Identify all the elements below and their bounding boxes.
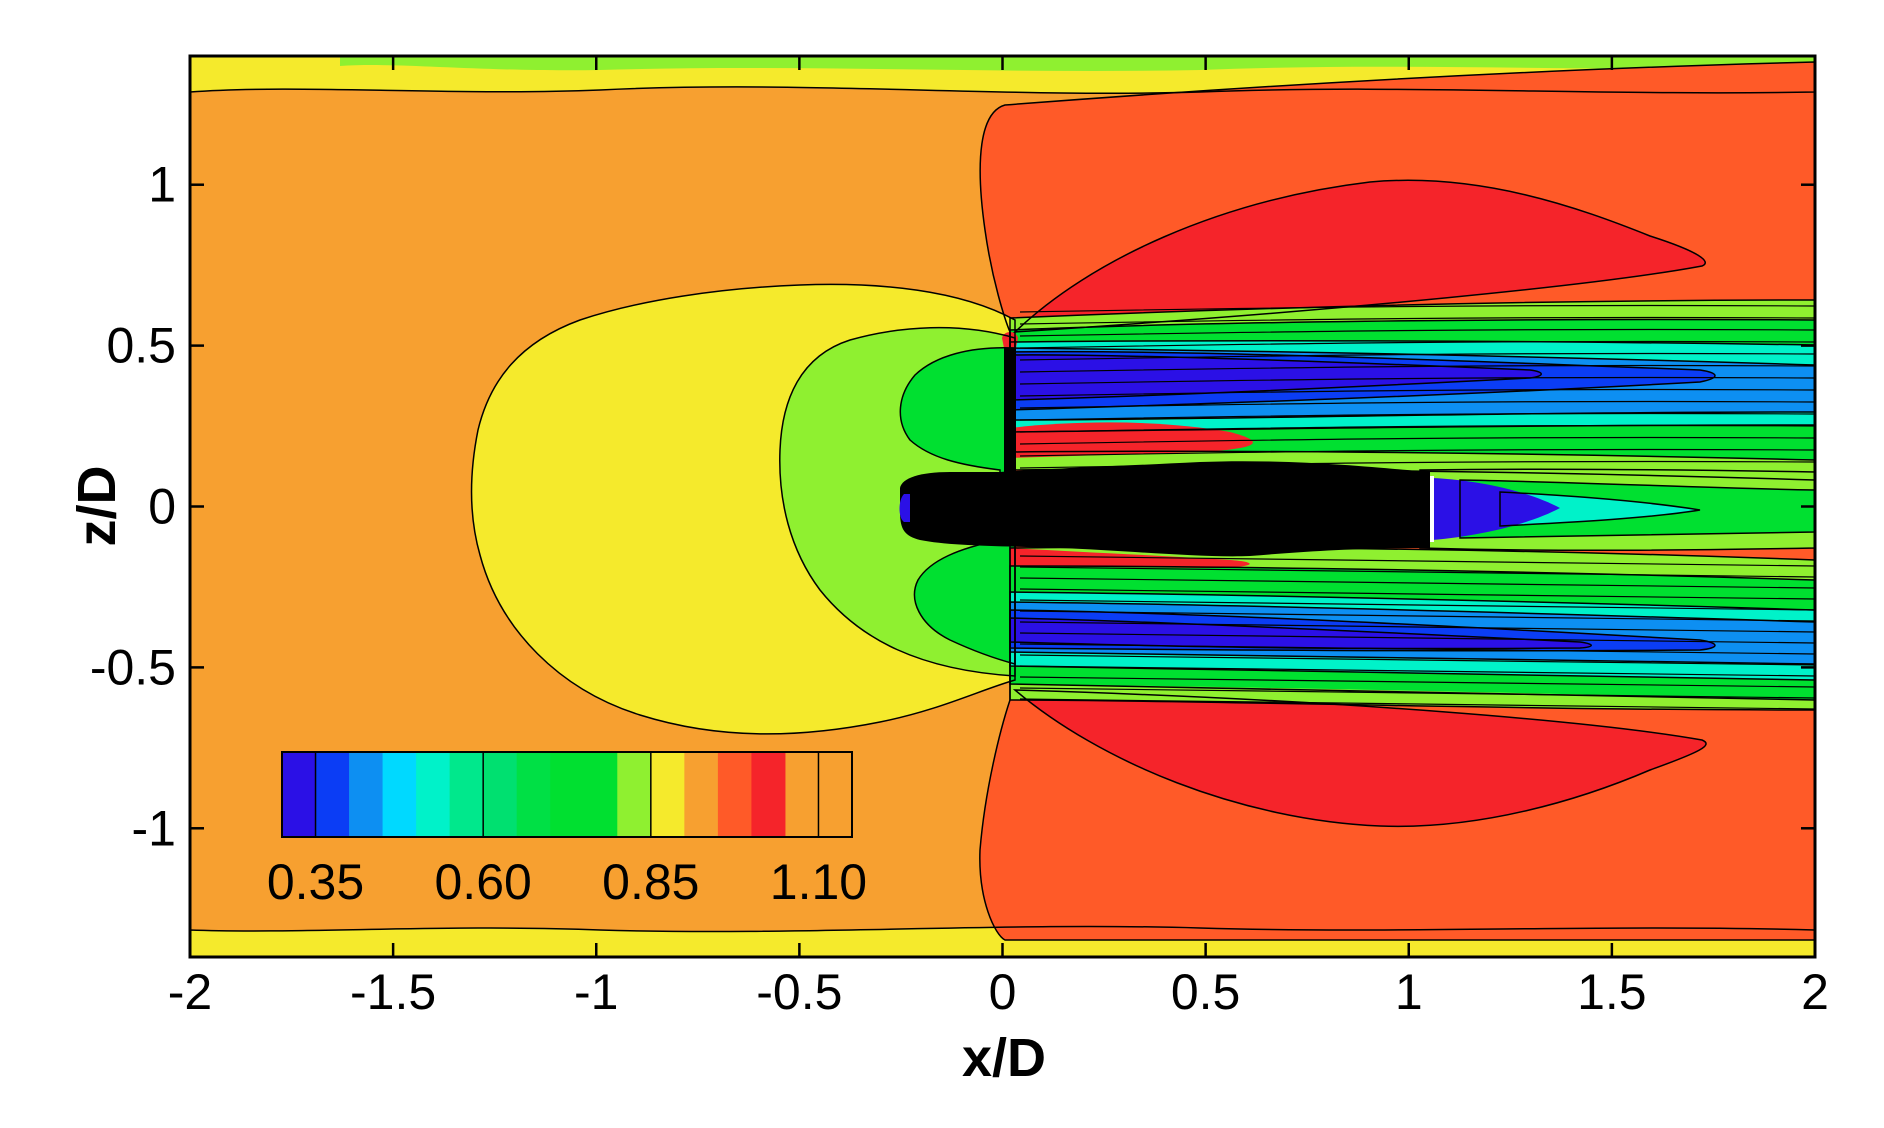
right-high-contour-line <box>979 61 1815 941</box>
colorbar-swatch <box>650 752 685 837</box>
colorbar-swatch <box>382 752 417 837</box>
y-tick-label: 1 <box>148 157 176 213</box>
colorbar-swatch <box>449 752 484 837</box>
x-tick-label: -1.5 <box>350 964 436 1020</box>
upper-peak-lobe <box>1015 180 1706 332</box>
upstream-yellow-contour-line <box>470 283 1016 735</box>
colorbar-swatch <box>550 752 585 837</box>
colorbar-swatch <box>617 752 652 837</box>
x-tick-label: -0.5 <box>756 964 842 1020</box>
x-tick-label: 1 <box>1395 964 1423 1020</box>
uw-g-contour-line <box>1009 318 1815 461</box>
bot-band-yellow-contour-line <box>190 925 1815 957</box>
region-boundaries <box>190 56 1815 957</box>
colorbar-swatch <box>684 752 719 837</box>
lw-lg-contour-line <box>1009 546 1815 711</box>
x-tick-label: 2 <box>1801 964 1829 1020</box>
lw-b-contour-line <box>1009 609 1716 652</box>
x-axis-title: x/D <box>962 1028 1046 1088</box>
y-tick-label: -1 <box>132 800 176 856</box>
colorbar-tick-label: 1.10 <box>770 854 867 910</box>
colorbar-tick-label: 0.35 <box>267 854 364 910</box>
upper-wake-contour <box>1019 388 1815 397</box>
contour-plot-area <box>190 56 1815 957</box>
colorbar-swatch <box>751 752 786 837</box>
top-band-yellow-contour-line <box>190 56 1815 94</box>
upstream-lightgreen-contour-line <box>779 326 1016 677</box>
colorbar-swatch <box>516 752 551 837</box>
lower-peak-lobe <box>1015 690 1707 827</box>
upper-wake-contour <box>1019 316 1815 325</box>
x-tick-label: 0.5 <box>1171 964 1241 1020</box>
x-tick-label: -1 <box>574 964 618 1020</box>
upper-wake-contour <box>1019 340 1815 349</box>
model-body <box>899 332 1560 557</box>
x-tick-label: 0 <box>989 964 1017 1020</box>
upper-wake-contour <box>1019 328 1815 337</box>
y-axis-title: z/D <box>67 466 127 547</box>
top-boundary-band-inner <box>340 56 1815 71</box>
lw-lb-contour-line <box>1009 601 1815 665</box>
upper-wake-contour <box>1019 436 1815 445</box>
colorbar-legend: 0.35 0.60 0.85 1.10 <box>267 751 867 910</box>
colorbar-swatch <box>717 752 752 837</box>
uw-db-contour-line <box>1009 354 1542 401</box>
colorbar-swatch <box>483 752 518 837</box>
uw-cy-contour-line <box>1009 340 1815 433</box>
colorbar-swatch <box>282 752 317 837</box>
upper-wake-contour <box>1019 352 1815 361</box>
nose-cap <box>899 494 910 522</box>
tail-cone <box>1432 478 1560 540</box>
cw-g-contour-line <box>1459 479 1815 539</box>
upstream-green-region <box>900 347 1015 664</box>
colorbar-tick-label: 0.85 <box>602 854 699 910</box>
upper-wake-contour <box>1019 448 1815 457</box>
lw-db-contour-line <box>1009 617 1592 650</box>
upper-wake-contour <box>1019 304 1815 313</box>
y-tick-label: 0.5 <box>106 318 176 374</box>
colorbar-swatch <box>416 752 451 837</box>
upper-wake-contour <box>1019 364 1815 373</box>
x-axis-ticks: -2 -1.5 -1 -0.5 0 0.5 1 1.5 2 <box>168 56 1829 1020</box>
colorbar-tick-label: 0.60 <box>435 854 532 910</box>
upper-wake-contour <box>1019 376 1815 385</box>
lw-cy-contour-line <box>1009 591 1815 681</box>
peak-upper-contour-line <box>1012 179 1706 333</box>
uw-lb-contour-line <box>1009 347 1815 421</box>
x-tick-label: -2 <box>168 964 212 1020</box>
colorbar-swatch <box>315 752 350 837</box>
hull-silhouette <box>900 461 1430 557</box>
cw-cy-contour-line <box>1499 491 1701 527</box>
uw-b-contour-line <box>1009 350 1716 411</box>
x-tick-label: 1.5 <box>1577 964 1647 1020</box>
upper-wake-contour <box>1019 412 1815 421</box>
upstream-green-contour-line <box>899 346 1016 665</box>
y-tick-label: -0.5 <box>90 639 176 695</box>
colorbar-frame <box>281 751 853 838</box>
uw-lg-contour-line <box>1009 299 1815 481</box>
colorbar-swatch <box>349 752 384 837</box>
peak-lower-contour-line <box>1012 689 1707 828</box>
colorbar-swatch <box>583 752 618 837</box>
cw-lg-contour-line <box>1419 468 1815 552</box>
y-axis-ticks: 1 0.5 0 -0.5 -1 <box>90 157 1815 856</box>
y-tick-label: 0 <box>148 479 176 535</box>
